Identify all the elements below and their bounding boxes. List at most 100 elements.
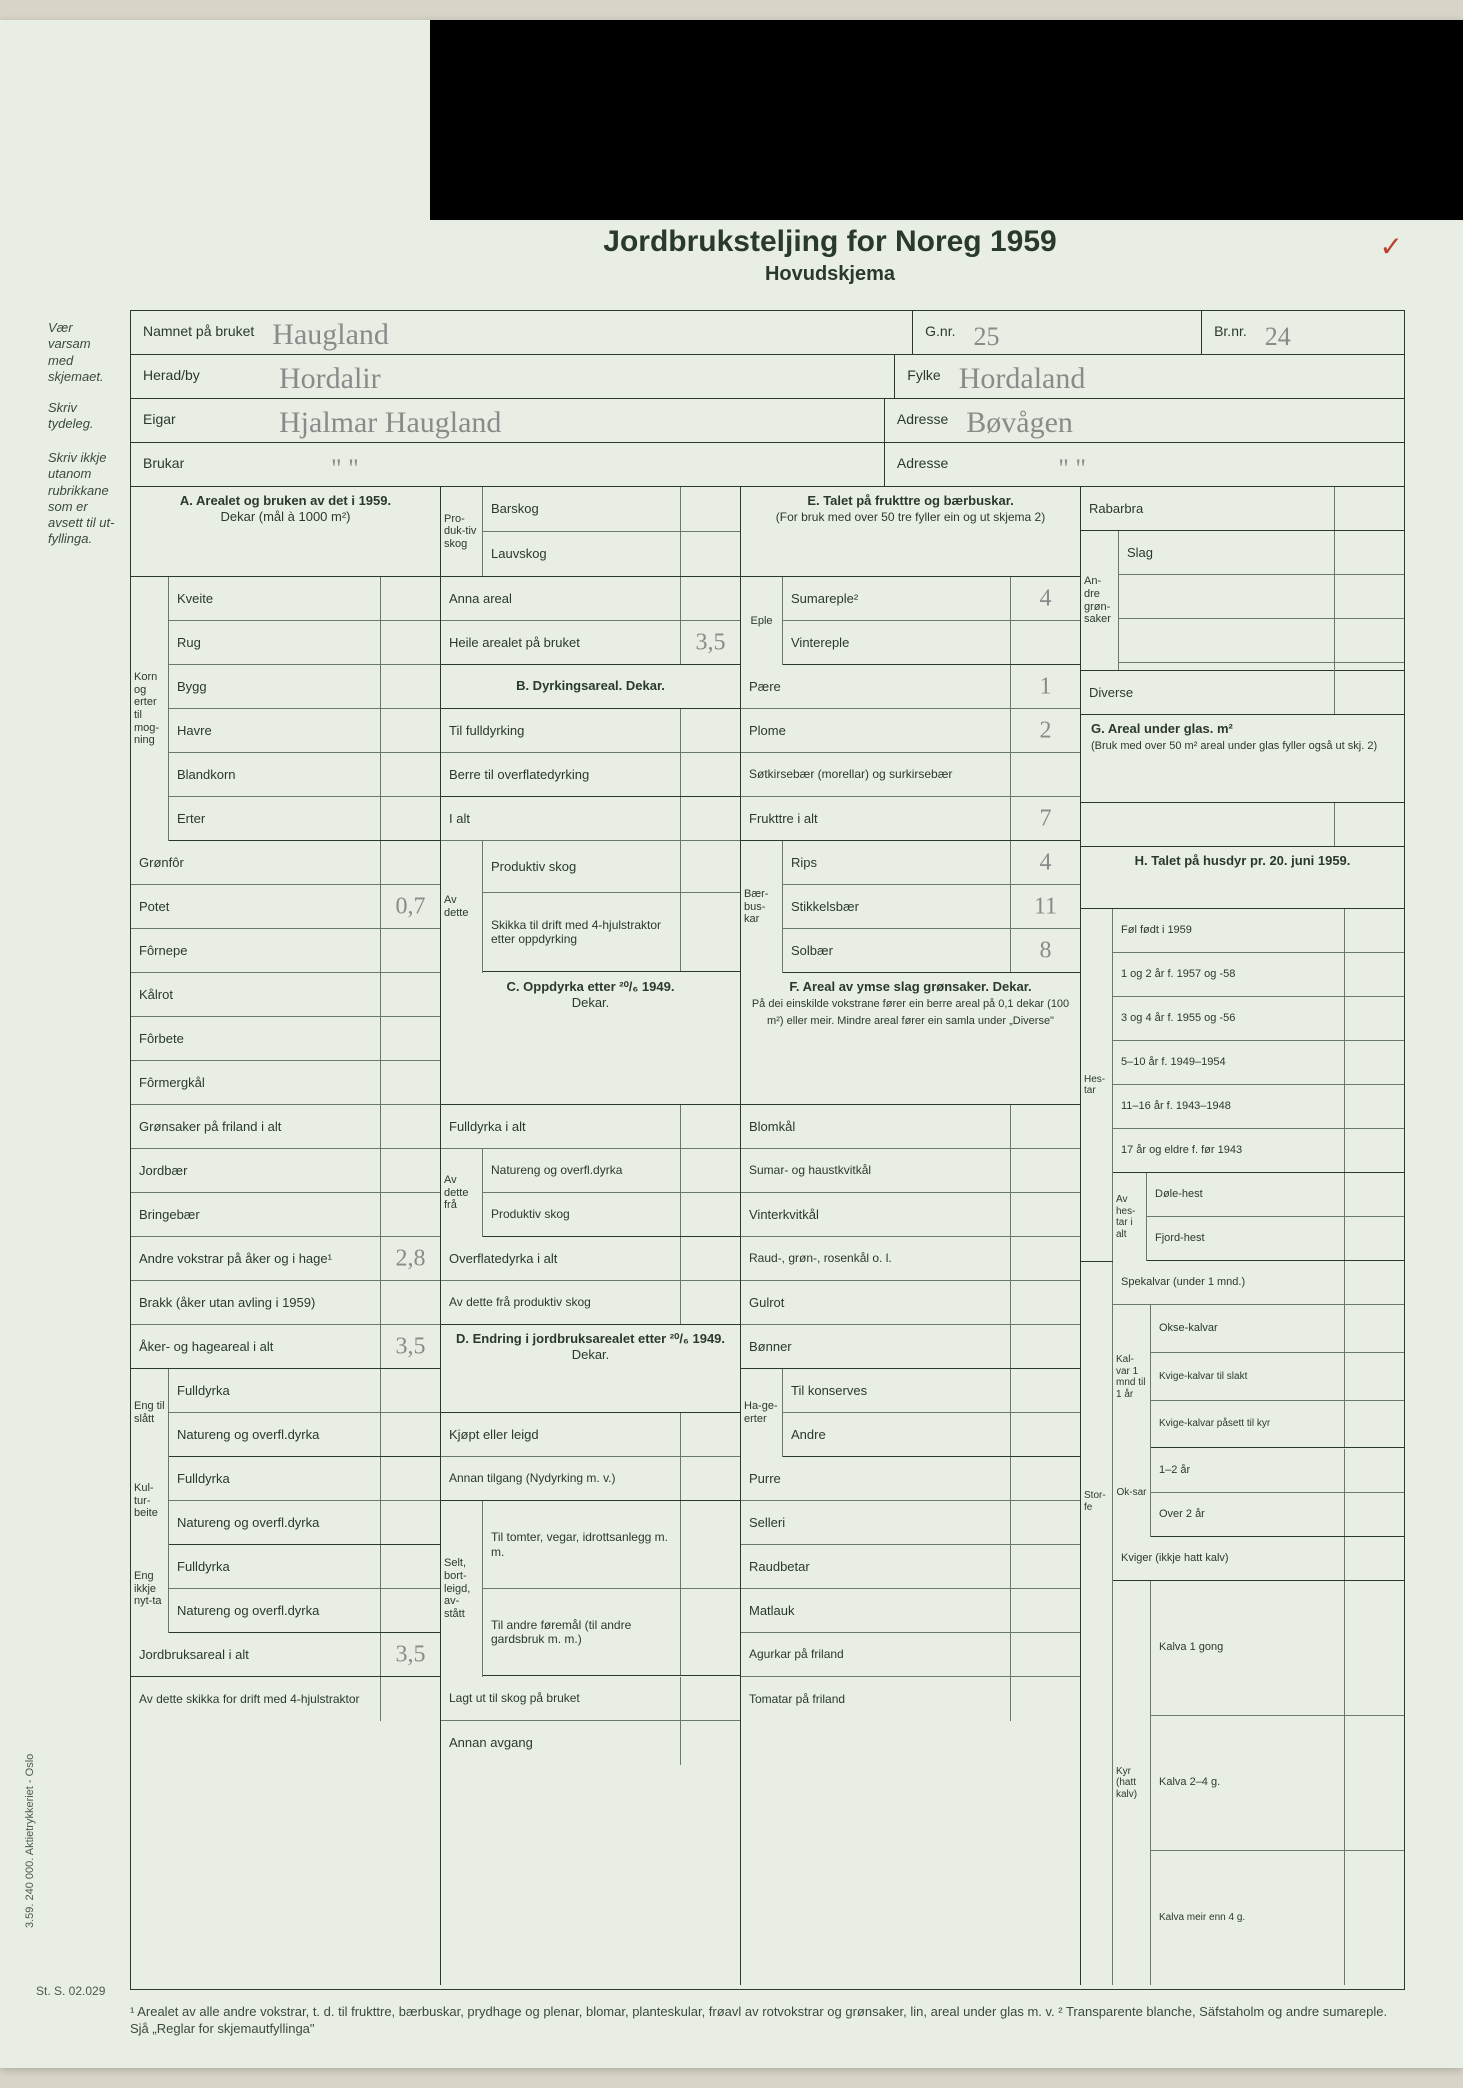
paere-val[interactable]: 1 xyxy=(1010,665,1080,708)
sumareple-val[interactable]: 4 xyxy=(1010,577,1080,620)
kvige-val[interactable] xyxy=(1344,1353,1404,1400)
heile-val[interactable]: 3,5 xyxy=(680,621,740,664)
kveite-val[interactable] xyxy=(380,577,440,620)
fylke-field[interactable]: Hordaland xyxy=(951,355,1404,398)
slag2-val[interactable] xyxy=(1334,575,1404,618)
d-lagt-val[interactable] xyxy=(680,1677,740,1720)
raudbetar-val[interactable] xyxy=(1010,1545,1080,1588)
vintereple-val[interactable] xyxy=(1010,621,1080,664)
aker-val[interactable]: 3,5 xyxy=(380,1325,440,1368)
brukar-field[interactable]: " " xyxy=(271,443,884,486)
d-kjopt-val[interactable] xyxy=(680,1413,740,1456)
jordbruksareal-val[interactable]: 3,5 xyxy=(380,1633,440,1676)
fulldyrka1-val[interactable] xyxy=(380,1369,440,1412)
d-annan-val[interactable] xyxy=(680,1457,740,1500)
havre-val[interactable] xyxy=(380,709,440,752)
c-overflate-val[interactable] xyxy=(680,1237,740,1280)
blandkorn-val[interactable] xyxy=(380,753,440,796)
kviger-val[interactable] xyxy=(1344,1537,1404,1580)
d-andre-val[interactable] xyxy=(680,1589,740,1675)
erter-val[interactable] xyxy=(380,797,440,840)
diverse-val[interactable] xyxy=(1334,671,1404,714)
c-prodskog-val[interactable] xyxy=(680,1193,740,1236)
natureng3-val[interactable] xyxy=(380,1589,440,1632)
agurkar-val[interactable] xyxy=(1010,1633,1080,1676)
lauvskog-val[interactable] xyxy=(680,532,740,576)
rug-val[interactable] xyxy=(380,621,440,664)
matlauk-val[interactable] xyxy=(1010,1589,1080,1632)
slag-val[interactable] xyxy=(1334,531,1404,574)
fulldyrka2-val[interactable] xyxy=(380,1457,440,1500)
formergkal-val[interactable] xyxy=(380,1061,440,1104)
natureng2-val[interactable] xyxy=(380,1501,440,1544)
brakk-val[interactable] xyxy=(380,1281,440,1324)
rips-val[interactable]: 4 xyxy=(1010,841,1080,884)
5-10-val[interactable] xyxy=(1344,1041,1404,1084)
selleri-val[interactable] xyxy=(1010,1501,1080,1544)
herad-field[interactable]: Hordalir xyxy=(271,355,894,398)
plome-val[interactable]: 2 xyxy=(1010,709,1080,752)
kalva2-val[interactable] xyxy=(1344,1716,1404,1850)
adresse2-field[interactable]: " " xyxy=(958,443,1404,486)
ialt-val[interactable] xyxy=(680,797,740,840)
gronsaker-val[interactable] xyxy=(380,1105,440,1148)
skikka-val[interactable] xyxy=(680,893,740,971)
eigar-field[interactable]: Hjalmar Haugland xyxy=(271,399,884,442)
fornepe-val[interactable] xyxy=(380,929,440,972)
slag3-val[interactable] xyxy=(1334,619,1404,662)
bygg-val[interactable] xyxy=(380,665,440,708)
okse-val[interactable] xyxy=(1344,1305,1404,1352)
andre-val[interactable]: 2,8 xyxy=(380,1237,440,1280)
dole-val[interactable] xyxy=(1344,1173,1404,1216)
c-avprod-val[interactable] xyxy=(680,1281,740,1324)
1-2-val[interactable] xyxy=(1344,1449,1404,1492)
d-tomter-val[interactable] xyxy=(680,1501,740,1588)
natureng1-val[interactable] xyxy=(380,1413,440,1456)
d-avgang-val[interactable] xyxy=(680,1721,740,1765)
kalrot-val[interactable] xyxy=(380,973,440,1016)
spekalvar-val[interactable] xyxy=(1344,1261,1404,1304)
forbete-val[interactable] xyxy=(380,1017,440,1060)
stikkelsbaer-val[interactable]: 11 xyxy=(1010,885,1080,928)
c-natureng-val[interactable] xyxy=(680,1149,740,1192)
brnr-field[interactable]: 24 xyxy=(1257,311,1404,354)
fol-val[interactable] xyxy=(1344,909,1404,952)
11-16-val[interactable] xyxy=(1344,1085,1404,1128)
1og2-val[interactable] xyxy=(1344,953,1404,996)
tomatar-val[interactable] xyxy=(1010,1677,1080,1721)
c-fulldyrka-val[interactable] xyxy=(680,1105,740,1148)
kvige2-val[interactable] xyxy=(1344,1401,1404,1447)
frukttre-val[interactable]: 7 xyxy=(1010,797,1080,840)
potet-val[interactable]: 0,7 xyxy=(380,885,440,928)
anna-val[interactable] xyxy=(680,577,740,620)
fulldyrking-val[interactable] xyxy=(680,709,740,752)
gnr-field[interactable]: 25 xyxy=(966,311,1202,354)
raudkal-val[interactable] xyxy=(1010,1237,1080,1280)
kirsebaer-val[interactable] xyxy=(1010,753,1080,796)
prodskog2-val[interactable] xyxy=(680,841,740,892)
vinterkal-val[interactable] xyxy=(1010,1193,1080,1236)
solbaer-val[interactable]: 8 xyxy=(1010,929,1080,972)
barskog-val[interactable] xyxy=(680,487,740,531)
kalva3-val[interactable] xyxy=(1344,1851,1404,1985)
sumarkal-val[interactable] xyxy=(1010,1149,1080,1192)
berre-val[interactable] xyxy=(680,753,740,796)
purre-val[interactable] xyxy=(1010,1457,1080,1500)
bonner-val[interactable] xyxy=(1010,1325,1080,1368)
fulldyrka3-val[interactable] xyxy=(380,1545,440,1588)
hageandre-val[interactable] xyxy=(1010,1413,1080,1456)
glas-val[interactable] xyxy=(1334,803,1404,846)
konserves-val[interactable] xyxy=(1010,1369,1080,1412)
blomkal-val[interactable] xyxy=(1010,1105,1080,1148)
kalva1-val[interactable] xyxy=(1344,1581,1404,1715)
adresse1-field[interactable]: Bøvågen xyxy=(958,399,1404,442)
avdette-val[interactable] xyxy=(380,1677,440,1721)
gulrot-val[interactable] xyxy=(1010,1281,1080,1324)
rabarbra-val[interactable] xyxy=(1334,487,1404,530)
fjord-val[interactable] xyxy=(1344,1217,1404,1260)
jordbaer-val[interactable] xyxy=(380,1149,440,1192)
over2-val[interactable] xyxy=(1344,1493,1404,1536)
bringebaer-val[interactable] xyxy=(380,1193,440,1236)
gronfor-val[interactable] xyxy=(380,841,440,884)
17-val[interactable] xyxy=(1344,1129,1404,1172)
